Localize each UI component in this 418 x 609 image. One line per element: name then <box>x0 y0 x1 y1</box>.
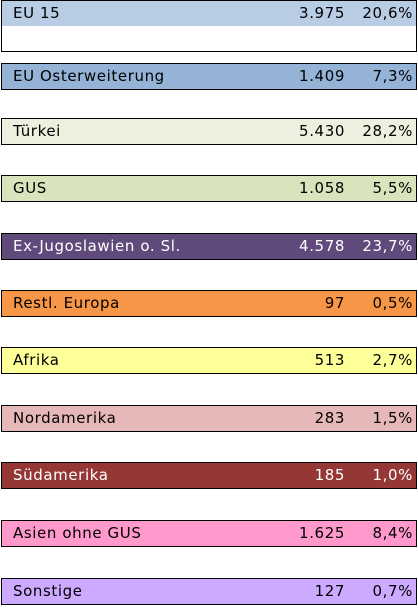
row-label: Afrika <box>13 351 60 369</box>
row-percent: 0,5% <box>372 294 413 312</box>
row-label: Restl. Europa <box>13 294 120 312</box>
row-band: Restl. Europa 97 0,5% <box>2 291 416 316</box>
row-value: 127 <box>314 582 345 600</box>
row-band: Sonstige 127 0,7% <box>2 579 416 604</box>
row-band: Asien ohne GUS 1.625 8,4% <box>2 521 416 546</box>
row-percent: 20,6% <box>362 4 413 22</box>
row-band: Südamerika 185 1,0% <box>2 463 416 488</box>
table-row: Nordamerika 283 1,5% <box>1 405 417 432</box>
row-band: Nordamerika 283 1,5% <box>2 406 416 431</box>
row-label: Türkei <box>13 122 61 140</box>
row-label: Nordamerika <box>13 409 117 427</box>
row-value: 5.430 <box>299 122 345 140</box>
row-value: 283 <box>314 409 345 427</box>
row-label: Asien ohne GUS <box>13 524 142 542</box>
row-value: 1.058 <box>299 179 345 197</box>
row-band: Ex-Jugoslawien o. Sl. 4.578 23,7% <box>2 234 416 259</box>
row-value: 3.975 <box>299 4 345 22</box>
table-row: Asien ohne GUS 1.625 8,4% <box>1 520 417 547</box>
row-value: 513 <box>314 351 345 369</box>
row-value: 4.578 <box>299 237 345 255</box>
table-row: Ex-Jugoslawien o. Sl. 4.578 23,7% <box>1 233 417 260</box>
row-percent: 1,5% <box>372 409 413 427</box>
row-percent: 8,4% <box>372 524 413 542</box>
row-label: EU 15 <box>13 4 61 22</box>
table-row: GUS 1.058 5,5% <box>1 175 417 202</box>
row-percent: 23,7% <box>362 237 413 255</box>
row-percent: 0,7% <box>372 582 413 600</box>
row-band: EU 15 3.975 20,6% <box>2 1 416 26</box>
table-row: Restl. Europa 97 0,5% <box>1 290 417 317</box>
table-row: EU Osterweiterung 1.409 7,3% <box>1 63 417 90</box>
table-row: Afrika 513 2,7% <box>1 347 417 374</box>
row-value: 97 <box>324 294 345 312</box>
row-value: 1.625 <box>299 524 345 542</box>
row-label: Sonstige <box>13 582 83 600</box>
row-value: 1.409 <box>299 67 345 85</box>
row-percent: 5,5% <box>372 179 413 197</box>
table-row: Türkei 5.430 28,2% <box>1 118 417 145</box>
row-percent: 7,3% <box>372 67 413 85</box>
row-label: EU Osterweiterung <box>13 67 165 85</box>
row-band: Türkei 5.430 28,2% <box>2 119 416 144</box>
row-percent: 28,2% <box>362 122 413 140</box>
row-band: GUS 1.058 5,5% <box>2 176 416 201</box>
row-band: EU Osterweiterung 1.409 7,3% <box>2 64 416 89</box>
row-percent: 2,7% <box>372 351 413 369</box>
row-percent: 1,0% <box>372 466 413 484</box>
table-row: Südamerika 185 1,0% <box>1 462 417 489</box>
table-row: Sonstige 127 0,7% <box>1 578 417 605</box>
row-label: Ex-Jugoslawien o. Sl. <box>13 237 181 255</box>
row-value: 185 <box>314 466 345 484</box>
row-label: GUS <box>13 179 47 197</box>
table-row: EU 15 3.975 20,6% <box>1 0 417 52</box>
row-band: Afrika 513 2,7% <box>2 348 416 373</box>
row-label: Südamerika <box>13 466 109 484</box>
